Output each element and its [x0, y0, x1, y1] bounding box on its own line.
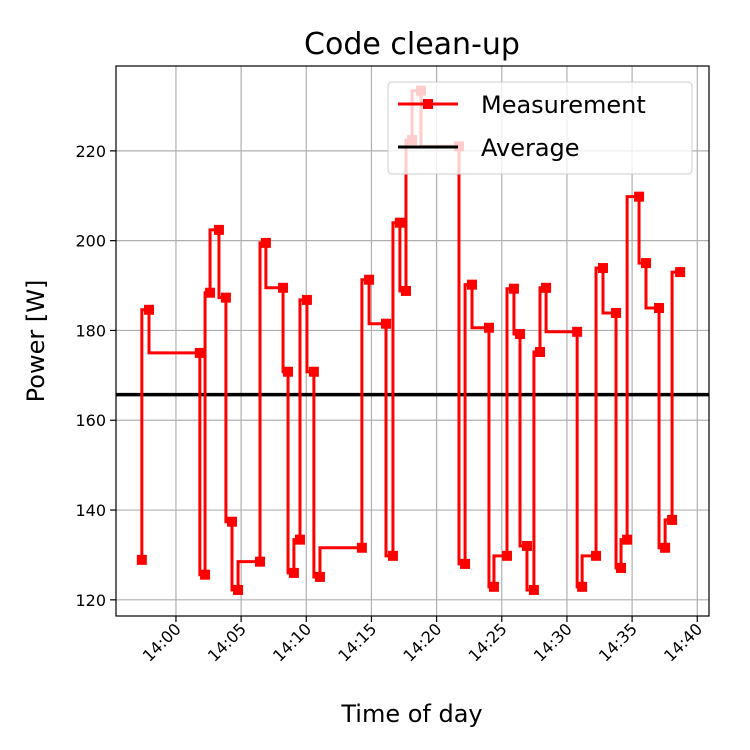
y-axis-label: Power [W] — [22, 280, 50, 403]
measurement-point — [400, 285, 411, 296]
measurement-point — [535, 347, 546, 357]
legend-measurement-marker — [423, 99, 433, 109]
measurement-point — [136, 554, 147, 565]
measurement-point — [278, 282, 289, 293]
measurement-point — [467, 279, 478, 290]
measurement-point — [308, 366, 319, 377]
measurement-point — [356, 542, 367, 553]
x-tick-label: 14:15 — [334, 619, 380, 665]
legend-frame — [387, 81, 693, 175]
x-axis-label: Time of day — [340, 700, 482, 728]
measurement-point — [394, 217, 405, 228]
measurement-point — [194, 347, 205, 358]
measurement-point — [634, 191, 645, 202]
measurement-point — [364, 274, 375, 285]
measurement-point — [616, 562, 627, 573]
y-tick-label: 160 — [75, 411, 106, 430]
measurement-point — [483, 322, 494, 333]
y-tick-label: 220 — [75, 142, 106, 161]
legend-measurement-label: Measurement — [481, 91, 646, 119]
measurement-point — [294, 534, 305, 545]
measurement-point — [654, 303, 665, 313]
measurement-point — [572, 326, 583, 337]
measurement-point — [213, 224, 224, 235]
measurement-point — [220, 292, 231, 303]
y-tick-label: 180 — [75, 321, 106, 340]
y-tick-label: 200 — [75, 232, 106, 251]
measurement-point — [660, 542, 671, 553]
measurement-point — [622, 534, 633, 545]
measurement-point — [226, 516, 237, 527]
y-axis-ticks: 120 140 160 180 200 220 — [75, 142, 116, 610]
measurement-point — [667, 514, 678, 525]
x-tick-label: 14:00 — [139, 619, 185, 665]
measurement-point — [488, 581, 499, 592]
legend-average-label: Average — [481, 134, 580, 162]
measurement-point — [205, 287, 216, 298]
measurement-point — [314, 571, 325, 582]
measurement-point — [200, 569, 211, 580]
measurement-point — [528, 584, 539, 595]
measurement-point — [283, 366, 294, 377]
x-tick-label: 14:35 — [595, 619, 641, 665]
y-tick-label: 120 — [75, 591, 106, 610]
y-tick-label: 140 — [75, 501, 106, 520]
chart-title: Code clean-up — [304, 27, 520, 62]
measurement-point — [597, 263, 608, 274]
measurement-point — [521, 540, 532, 551]
measurement-point — [641, 258, 652, 269]
measurement-point — [260, 237, 271, 248]
measurement-point — [591, 550, 602, 561]
measurement-point — [144, 304, 155, 315]
measurement-point — [460, 558, 471, 569]
measurement-point — [675, 267, 686, 278]
measurement-point — [577, 581, 588, 592]
measurement-point — [387, 550, 398, 561]
measurement-point — [255, 556, 266, 567]
measurement-point — [611, 307, 622, 318]
x-axis-ticks: 14:00 14:05 14:10 14:15 14:20 14:25 14:30 14:35… — [139, 616, 706, 665]
legend: Measurement Average — [387, 81, 693, 175]
measurement-point — [541, 282, 552, 293]
measurement-point — [233, 584, 244, 595]
measurement-point — [515, 329, 526, 340]
measurement-point — [508, 283, 519, 294]
x-tick-label: 14:20 — [399, 619, 445, 665]
x-tick-label: 14:40 — [660, 619, 706, 665]
measurement-point — [501, 550, 512, 561]
plot-frame — [115, 65, 710, 617]
measurement-point — [288, 567, 299, 578]
measurement-point — [380, 318, 391, 329]
x-tick-label: 14:30 — [530, 619, 576, 665]
measurement-point — [301, 294, 312, 305]
x-tick-label: 14:10 — [269, 619, 315, 665]
x-tick-label: 14:05 — [204, 619, 250, 665]
x-tick-label: 14:25 — [465, 619, 511, 665]
